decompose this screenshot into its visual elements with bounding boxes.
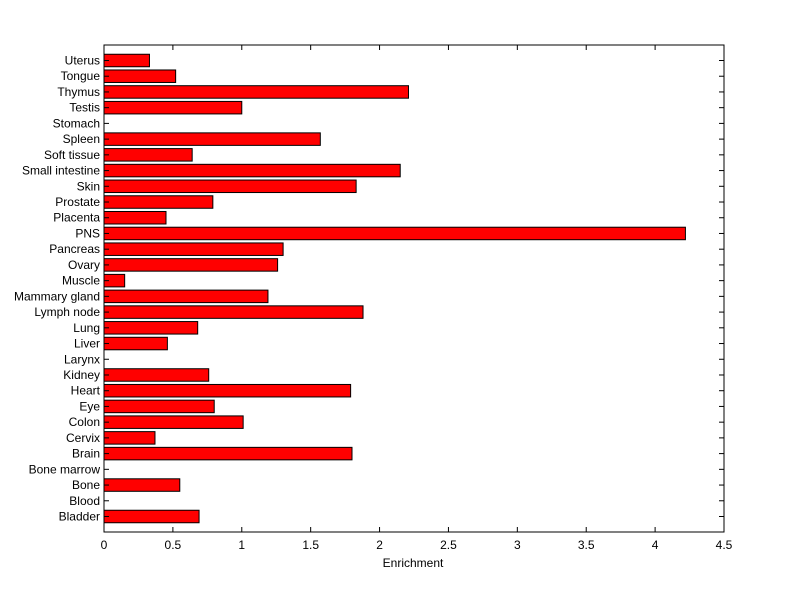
ticks-layer <box>103 45 725 532</box>
y-tick-label-bone-marrow: Bone marrow <box>29 462 101 476</box>
x-tick-label-7: 3.5 <box>578 538 595 552</box>
bar-small-intestine <box>103 163 401 178</box>
bar-prostate <box>103 195 214 209</box>
bar-testis <box>103 100 243 115</box>
y-tick-label-bone: Bone <box>72 478 100 492</box>
bar-liver <box>103 336 168 351</box>
y-tick-label-skin: Skin <box>77 179 100 193</box>
y-tick-label-bladder: Bladder <box>59 510 100 524</box>
bar-bladder <box>103 509 200 524</box>
y-tick-label-liver: Liver <box>74 337 100 351</box>
bar-thymus <box>103 85 409 99</box>
y-tick-label-cervix: Cervix <box>66 431 100 445</box>
bar-bone <box>103 478 181 492</box>
y-tick-label-stomach: Stomach <box>53 116 100 130</box>
y-tick-label-blood: Blood <box>69 494 100 508</box>
bar-lung <box>103 321 199 335</box>
bar-ovary <box>103 258 279 272</box>
y-tick-label-testis: Testis <box>69 101 100 115</box>
bar-placenta <box>103 210 167 225</box>
y-tick-label-kidney: Kidney <box>63 368 100 382</box>
bar-soft-tissue <box>103 148 193 162</box>
plot-frame <box>103 44 725 533</box>
y-tick-label-larynx: Larynx <box>64 352 100 366</box>
bar-spleen <box>103 132 321 146</box>
x-tick-label-8: 4 <box>652 538 659 552</box>
y-tick-label-lymph-node: Lymph node <box>34 305 100 319</box>
y-tick-label-ovary: Ovary <box>68 258 100 272</box>
x-tick-label-5: 2.5 <box>440 538 457 552</box>
y-tick-label-placenta: Placenta <box>53 211 100 225</box>
y-tick-label-lung: Lung <box>73 321 100 335</box>
bar-eye <box>103 399 215 414</box>
x-tick-label-9: 4.5 <box>716 538 733 552</box>
bar-brain <box>103 446 353 461</box>
x-tick-label-6: 3 <box>514 538 521 552</box>
x-tick-label-4: 2 <box>376 538 383 552</box>
bar-kidney <box>103 368 210 382</box>
bar-skin <box>103 179 357 194</box>
bar-pns <box>103 226 686 241</box>
bar-mammary-gland <box>103 289 269 304</box>
y-tick-label-eye: Eye <box>79 399 100 413</box>
y-tick-label-prostate: Prostate <box>55 195 100 209</box>
x-tick-label-2: 1 <box>238 538 245 552</box>
y-tick-label-small-intestine: Small intestine <box>22 164 100 178</box>
y-tick-label-thymus: Thymus <box>57 85 100 99</box>
bar-colon <box>103 415 244 429</box>
y-tick-label-spleen: Spleen <box>63 132 100 146</box>
bar-cervix <box>103 431 156 445</box>
y-tick-label-uterus: Uterus <box>65 54 100 68</box>
y-tick-label-tongue: Tongue <box>61 69 101 83</box>
bar-heart <box>103 383 352 398</box>
y-tick-label-muscle: Muscle <box>62 274 100 288</box>
bar-uterus <box>103 53 150 68</box>
x-tick-label-3: 1.5 <box>302 538 319 552</box>
bar-lymph-node <box>103 305 364 319</box>
y-tick-label-pns: PNS <box>75 226 100 240</box>
y-tick-label-pancreas: Pancreas <box>49 242 100 256</box>
bar-tongue <box>103 69 177 83</box>
y-tick-label-mammary-gland: Mammary gland <box>14 289 100 303</box>
bar-pancreas <box>103 242 284 256</box>
y-tick-label-soft-tissue: Soft tissue <box>44 148 100 162</box>
x-axis-label: Enrichment <box>383 556 444 570</box>
y-tick-label-colon: Colon <box>69 415 100 429</box>
y-tick-label-brain: Brain <box>72 447 100 461</box>
y-tick-label-heart: Heart <box>71 384 101 398</box>
x-tick-label-1: 0.5 <box>165 538 182 552</box>
x-tick-label-0: 0 <box>101 538 108 552</box>
